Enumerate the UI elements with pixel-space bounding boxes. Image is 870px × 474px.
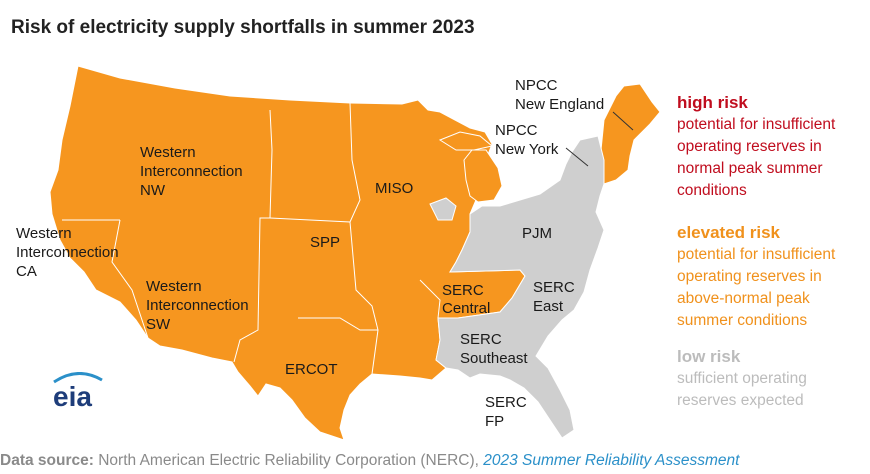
region-upper-peninsula <box>438 131 494 151</box>
label-pjm: PJM <box>522 225 552 242</box>
eia-logo: eia <box>53 372 103 412</box>
legend-low-desc: sufficient operating reserves expected <box>677 370 807 409</box>
label-western-sw: Western Interconnection SW <box>146 278 253 333</box>
legend-low-title: low risk <box>677 347 741 366</box>
region-low-east <box>435 135 605 439</box>
label-miso: MISO <box>375 180 413 197</box>
region-new-england <box>599 83 661 185</box>
footer-source: Data source: North American Electric Rel… <box>0 452 739 470</box>
legend-low: low risk sufficient operating reserves e… <box>677 346 867 412</box>
legend-elevated-title: elevated risk <box>677 223 781 242</box>
label-npcc-ne: NPCC New England <box>515 77 604 113</box>
region-michigan <box>463 149 503 203</box>
label-npcc-ny: NPCC New York <box>495 122 559 158</box>
label-western-ca: Western Interconnection CA <box>16 225 123 280</box>
legend-high-title: high risk <box>677 93 748 112</box>
legend-high: high risk potential for insufficient ope… <box>677 92 867 202</box>
region-elevated-mainland <box>49 65 526 441</box>
legend-elevated: elevated risk potential for insufficient… <box>677 222 867 332</box>
footer-text: North American Electric Reliability Corp… <box>98 452 479 469</box>
region-boundaries <box>62 102 441 375</box>
label-serc-east: SERC East <box>533 279 579 315</box>
ny-pointer-line <box>565 147 589 167</box>
legend-elevated-desc: potential for insufficient operating res… <box>677 246 836 329</box>
label-serc-southeast: SERC Southeast <box>460 331 528 367</box>
label-western-nw: Western Interconnection NW <box>140 144 247 199</box>
ne-pointer-line <box>612 111 634 131</box>
label-ercot: ERCOT <box>285 361 338 378</box>
region-low-lakes <box>429 197 457 221</box>
label-serc-fp: SERC FP <box>485 394 531 430</box>
footer-label: Data source: <box>0 452 94 469</box>
footer-source-link[interactable]: 2023 Summer Reliability Assessment <box>483 452 740 469</box>
label-serc-central: SERC Central <box>442 282 490 317</box>
svg-text:eia: eia <box>53 381 92 412</box>
chart-title: Risk of electricity supply shortfalls in… <box>11 17 475 38</box>
legend-high-desc: potential for insufficient operating res… <box>677 116 836 199</box>
label-spp: SPP <box>310 234 340 251</box>
